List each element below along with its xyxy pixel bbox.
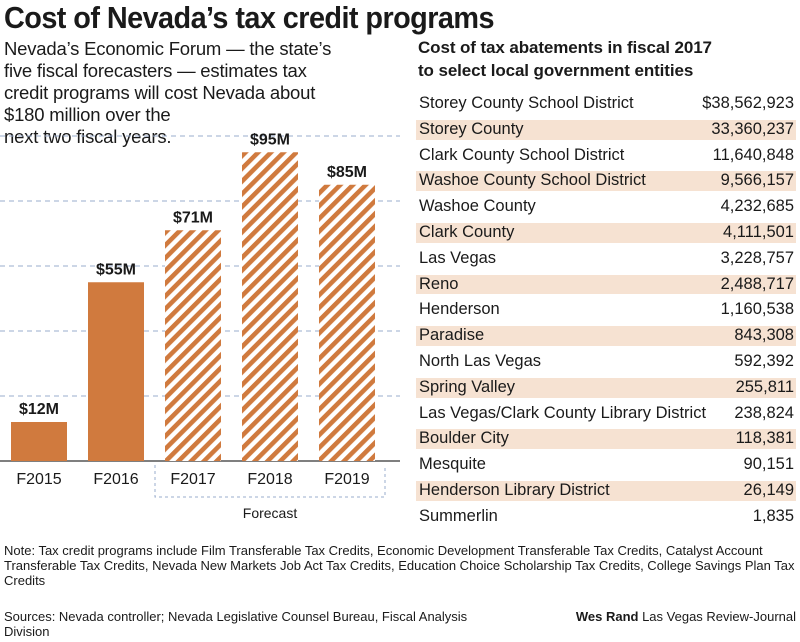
intro-line: Nevada’s Economic Forum — the state’s [4, 38, 332, 59]
entity-name: Summerlin [419, 506, 498, 525]
entity-name: Storey County [419, 119, 524, 138]
row-shading [416, 429, 796, 450]
table-row: Summerlin 1,835 [416, 504, 796, 530]
abatement-value: 592,392 [734, 351, 794, 370]
entity-name: North Las Vegas [419, 351, 541, 370]
abatement-value: $38,562,923 [702, 94, 794, 112]
bar-chart: $12M F2015 $55M F2016 $71M F2017 $95M F2018 $85M… [0, 131, 400, 521]
abatement-value: 11,640,848 [712, 145, 794, 164]
intro-line: $180 million over the [4, 104, 171, 125]
table-row: North Las Vegas 592,392 [416, 349, 796, 375]
row-shading [416, 274, 796, 295]
entity-name: Las Vegas/Clark County Library District [419, 403, 707, 422]
forecast-bracket [154, 465, 386, 498]
table-row: Las Vegas 3,228,757 [416, 246, 796, 272]
abatement-value: 2,488,717 [720, 274, 794, 293]
table-row: Clark County School District 11,640,848 [416, 143, 796, 169]
x-tick-label: F2015 [16, 471, 61, 488]
table-row: Washoe County 4,232,685 [416, 194, 796, 220]
table-row: Storey County 33,360,237 [416, 117, 796, 143]
x-tick-label: F2017 [170, 471, 215, 488]
abatement-value: 4,232,685 [720, 197, 794, 216]
row-shading [416, 377, 796, 398]
sources-text: Sources: Nevada controller; Nevada Legis… [4, 609, 468, 639]
row-shading [416, 222, 796, 243]
x-tick-label: F2019 [324, 471, 369, 488]
abatement-table: Storey County School District $38,562,923… [416, 91, 796, 530]
bar [165, 230, 221, 461]
bar [242, 152, 298, 461]
table-row: Henderson 1,160,538 [416, 297, 796, 323]
entity-name: Spring Valley [419, 377, 515, 396]
abatement-value: 4,111,501 [723, 222, 794, 241]
bar [319, 184, 375, 461]
intro-line: next two fiscal years. [4, 126, 172, 147]
row-shading [416, 119, 796, 140]
entity-name: Paradise [419, 326, 485, 345]
abatement-value: 3,228,757 [720, 248, 794, 267]
table-row: Spring Valley 255,811 [416, 375, 796, 401]
entity-name: Mesquite [419, 455, 486, 474]
intro-text: Nevada’s Economic Forum — the state’s fi… [4, 38, 374, 148]
table-row: Reno 2,488,717 [416, 272, 796, 298]
x-tick-label: F2016 [93, 471, 138, 488]
credit-org: Las Vegas Review-Journal [642, 609, 796, 624]
row-shading [416, 171, 796, 192]
entity-name: Henderson Library District [419, 480, 610, 499]
entity-name: Reno [419, 274, 459, 293]
table-row: Paradise 843,308 [416, 323, 796, 349]
table-row: Clark County 4,111,501 [416, 220, 796, 246]
bar-value-label: $95M [250, 131, 290, 148]
abatement-value: 90,151 [743, 455, 794, 474]
abatement-value: 1,835 [752, 506, 794, 525]
table-row: Henderson Library District 26,149 [416, 478, 796, 504]
credit-line: Wes Rand Las Vegas Review-Journal [576, 609, 796, 624]
entity-name: Boulder City [419, 429, 509, 448]
intro-line: five fiscal forecasters — estimates tax [4, 60, 307, 81]
table-row: Mesquite 90,151 [416, 452, 796, 478]
table-row: Las Vegas/Clark County Library District 2… [416, 401, 796, 427]
row-shading [416, 326, 796, 346]
table-row: Boulder City 118,381 [416, 426, 796, 452]
bar-value-label: $71M [173, 209, 213, 226]
table-row: Washoe County School District 9,566,157 [416, 168, 796, 194]
entity-name: Washoe County [419, 197, 536, 216]
entity-name: Storey County School District [419, 94, 634, 112]
bar [88, 282, 144, 461]
table-heading: Cost of tax abatements in fiscal 2017 to… [418, 36, 798, 82]
table-heading-line: Cost of tax abatements in fiscal 2017 [418, 38, 712, 57]
chart-bars [11, 152, 375, 461]
x-tick-label: F2018 [247, 471, 292, 488]
bar [11, 422, 67, 461]
table-row: Storey County School District $38,562,923 [416, 91, 796, 117]
page-title: Cost of Nevada’s tax credit programs [4, 0, 494, 35]
entity-name: Henderson [419, 300, 500, 319]
abatement-value: 843,308 [734, 326, 794, 345]
bar-value-label: $85M [327, 164, 367, 181]
credit-author: Wes Rand [575, 609, 639, 624]
abatement-value: 1,160,538 [720, 300, 794, 319]
bar-value-label: $55M [96, 261, 136, 278]
bar-value-label: $12M [19, 401, 59, 418]
entity-name: Las Vegas [419, 248, 497, 267]
intro-line: credit programs will cost Nevada about [4, 82, 316, 103]
abatement-value: 26,149 [743, 480, 794, 499]
row-shading [416, 480, 796, 501]
note-text: Note: Tax credit programs include Film T… [4, 543, 795, 588]
chart-labels: $12M F2015 $55M F2016 $71M F2017 $95M F2018 $85M… [16, 131, 369, 521]
entity-name: Clark County [419, 222, 515, 241]
abatement-value: 238,824 [734, 403, 794, 422]
abatement-value: 33,360,237 [711, 119, 794, 138]
abatement-value: 118,381 [735, 429, 794, 448]
table-heading-line: to select local government entities [418, 61, 694, 80]
abatement-value: 9,566,157 [720, 171, 794, 190]
entity-name: Clark County School District [419, 145, 625, 164]
abatement-value: 255,811 [735, 377, 794, 396]
forecast-label: Forecast [243, 505, 298, 521]
entity-name: Washoe County School District [419, 171, 646, 190]
